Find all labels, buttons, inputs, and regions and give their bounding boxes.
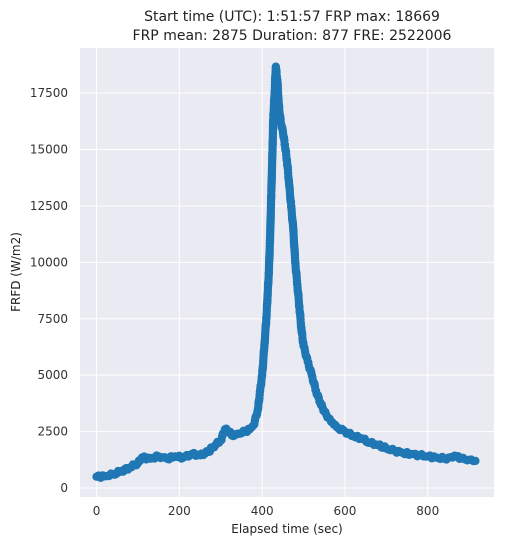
x-tick-label: 600 bbox=[334, 504, 357, 518]
chart-title-line-1: Start time (UTC): 1:51:57 FRP max: 18669 bbox=[144, 9, 440, 25]
y-axis-label: FRFD (W/m2) bbox=[9, 232, 23, 312]
y-tick-label: 17500 bbox=[30, 86, 68, 100]
grid-lines bbox=[80, 48, 494, 497]
y-tick-label: 7500 bbox=[37, 312, 68, 326]
x-tick-label: 400 bbox=[251, 504, 274, 518]
chart-title-line-2: FRP mean: 2875 Duration: 877 FRE: 252200… bbox=[133, 28, 452, 44]
y-tick-label: 12500 bbox=[30, 199, 68, 213]
y-tick-label: 2500 bbox=[37, 425, 68, 439]
y-tick-label: 10000 bbox=[30, 255, 68, 269]
plot-area bbox=[80, 48, 494, 497]
y-tick-label: 5000 bbox=[37, 368, 68, 382]
y-tick-label: 0 bbox=[60, 481, 68, 495]
x-tick-label: 200 bbox=[168, 504, 191, 518]
data-point bbox=[471, 456, 480, 466]
x-axis-label: Elapsed time (sec) bbox=[231, 522, 342, 536]
x-tick-label: 800 bbox=[416, 504, 439, 518]
y-axis-ticks: 0 2500 5000 7500 10000 12500 15000 17500 bbox=[30, 86, 68, 495]
x-tick-label: 0 bbox=[93, 504, 101, 518]
y-tick-label: 15000 bbox=[30, 143, 68, 157]
data-points bbox=[92, 62, 480, 483]
x-axis-ticks: 0 200 400 600 800 bbox=[93, 504, 439, 518]
chart-title: Start time (UTC): 1:51:57 FRP max: 18669… bbox=[133, 9, 452, 44]
